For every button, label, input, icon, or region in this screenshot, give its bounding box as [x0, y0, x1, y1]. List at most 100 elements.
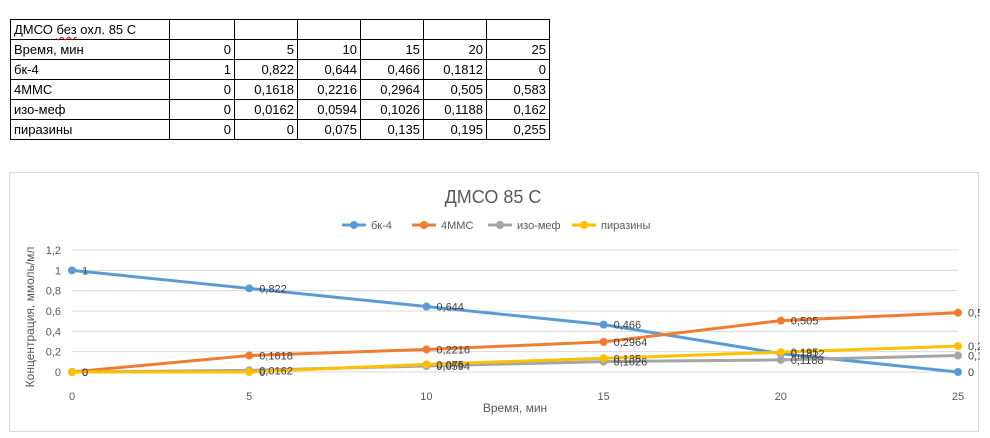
table-cell[interactable]: 0 — [169, 119, 235, 140]
data-label: 0 — [82, 367, 88, 379]
data-label: 0 — [968, 367, 974, 379]
data-table: ДМСО без охл. 85 С Время, мин 0 5 10 15 … — [10, 19, 550, 140]
y-tick-label: 1 — [55, 265, 61, 277]
table-cell[interactable]: 0,822 — [234, 59, 298, 80]
chart-area[interactable]: ДМСО 85 С Концентрация, ммоль/мл Время, … — [9, 172, 980, 432]
table-header-time[interactable]: 20 — [423, 39, 487, 60]
table-cell[interactable]: 0 — [169, 99, 235, 120]
data-point[interactable] — [954, 308, 962, 317]
chart-title: ДМСО 85 С — [445, 187, 542, 207]
table-cell[interactable] — [486, 19, 550, 40]
data-point[interactable] — [954, 368, 962, 376]
row-label[interactable]: 4ММС — [10, 79, 170, 100]
legend-swatch-marker — [580, 221, 588, 229]
series-line — [71, 354, 959, 374]
table-title-cell[interactable]: ДМСО без охл. 85 С — [10, 19, 170, 40]
data-label: 0,075 — [436, 359, 464, 371]
data-label: 0,466 — [614, 320, 642, 332]
table-header-label[interactable]: Время, мин — [10, 39, 170, 60]
y-tick-label: 0 — [55, 367, 61, 379]
table-cell[interactable]: 0,195 — [423, 119, 487, 140]
table-cell[interactable]: 0,075 — [297, 119, 361, 140]
data-point[interactable] — [776, 355, 785, 364]
table-header-time[interactable]: 5 — [234, 39, 298, 60]
spellcheck-flagged-word: без — [56, 22, 77, 37]
table-cell[interactable]: 0,1188 — [423, 99, 487, 120]
table-cell[interactable] — [423, 19, 487, 40]
table-header-time[interactable]: 10 — [297, 39, 361, 60]
table-cell[interactable]: 0,0594 — [297, 99, 361, 120]
data-label: 0 — [82, 367, 88, 379]
table-cell[interactable]: 0,2216 — [297, 79, 361, 100]
data-point[interactable] — [245, 351, 254, 360]
data-point[interactable] — [422, 345, 431, 354]
table-cell[interactable]: 0,135 — [360, 119, 424, 140]
table-cell[interactable]: 0,583 — [486, 79, 550, 100]
table-cell[interactable]: 0,466 — [360, 59, 424, 80]
legend-label: пиразины — [601, 220, 650, 232]
legend-item[interactable]: изо-меф — [488, 220, 561, 232]
x-tick-label: 5 — [246, 391, 252, 403]
data-point[interactable] — [954, 351, 962, 360]
table-cell[interactable]: 0,0162 — [234, 99, 298, 120]
table-cell[interactable]: 0,1812 — [423, 59, 487, 80]
data-point[interactable] — [599, 320, 608, 329]
table-cell[interactable]: 0,2964 — [360, 79, 424, 100]
table-cell[interactable] — [234, 19, 298, 40]
table-cell[interactable]: 0,644 — [297, 59, 361, 80]
data-label: 0 — [259, 367, 265, 379]
row-label[interactable]: изо-меф — [10, 99, 170, 120]
table-header-time[interactable]: 25 — [486, 39, 550, 60]
data-label: 0,505 — [791, 316, 819, 328]
legend-item[interactable]: пиразины — [572, 220, 650, 232]
data-point[interactable] — [599, 337, 608, 346]
data-point[interactable] — [68, 368, 76, 376]
table-header-time[interactable]: 0 — [169, 39, 235, 60]
data-point[interactable] — [776, 316, 785, 325]
table-cell[interactable]: 0 — [486, 59, 550, 80]
table-cell[interactable]: 0 — [169, 79, 235, 100]
x-tick-label: 0 — [69, 391, 75, 403]
data-point[interactable] — [68, 266, 76, 275]
legend-item[interactable]: 4ММС — [412, 220, 473, 232]
data-point[interactable] — [245, 368, 254, 376]
data-label: 0,195 — [791, 347, 819, 359]
table-row: пиразины 0 0 0,075 0,135 0,195 0,255 — [10, 119, 550, 140]
series-line — [71, 311, 959, 374]
table-cell[interactable]: 0 — [234, 119, 298, 140]
y-tick-label: 1,2 — [46, 245, 61, 257]
legend[interactable]: бк-4 4ММС изо-меф пиразины — [342, 220, 650, 232]
table-cell[interactable] — [169, 19, 235, 40]
y-tick-label: 0,4 — [46, 326, 61, 338]
axis-ticks: 00,20,40,60,811,20 5 10 15 20 25 — [46, 245, 964, 403]
data-label: 0,135 — [614, 353, 642, 365]
y-axis-title: Концентрация, ммоль/мл — [23, 247, 37, 388]
table-cell[interactable]: 0,1026 — [360, 99, 424, 120]
row-label[interactable]: пиразины — [10, 119, 170, 140]
table-cell[interactable]: 0,1618 — [234, 79, 298, 100]
legend-label: изо-меф — [517, 220, 561, 232]
x-tick-label: 25 — [952, 391, 964, 403]
row-label[interactable]: бк-4 — [10, 59, 170, 80]
data-point[interactable] — [954, 342, 962, 351]
legend-label: 4ММС — [441, 220, 473, 232]
legend-item[interactable]: бк-4 — [342, 220, 392, 232]
table-cell[interactable] — [360, 19, 424, 40]
data-point[interactable] — [245, 284, 254, 293]
series-line — [72, 344, 959, 374]
table-row: бк-4 1 0,822 0,644 0,466 0,1812 0 — [10, 59, 550, 80]
table-cell[interactable]: 0,505 — [423, 79, 487, 100]
data-point[interactable] — [422, 302, 431, 311]
data-point[interactable] — [599, 354, 608, 363]
gridlines — [72, 249, 958, 373]
data-label: 0,1618 — [259, 351, 293, 363]
table-cell[interactable]: 1 — [169, 59, 235, 80]
table-cell[interactable] — [297, 19, 361, 40]
data-point[interactable] — [776, 348, 785, 357]
legend-swatch-marker — [420, 221, 428, 229]
data-point[interactable] — [422, 360, 431, 369]
table-header-time[interactable]: 15 — [360, 39, 424, 60]
table-cell[interactable]: 0,162 — [486, 99, 550, 120]
table-cell[interactable]: 0,255 — [486, 119, 550, 140]
x-tick-label: 20 — [775, 391, 787, 403]
